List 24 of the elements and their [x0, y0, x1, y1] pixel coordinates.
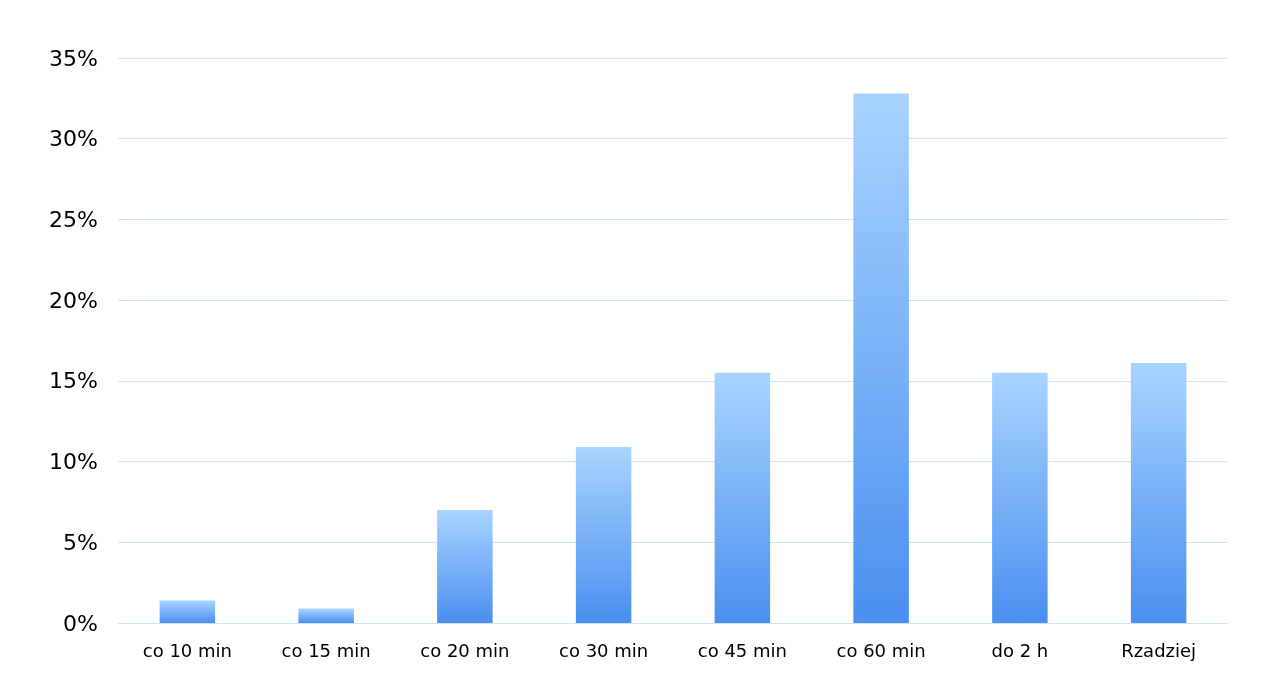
bar	[575, 447, 632, 623]
x-tick-label: do 2 h	[991, 639, 1049, 661]
x-tick-label: co 10 min	[142, 639, 232, 661]
x-tick-label: co 45 min	[697, 639, 787, 661]
bar	[437, 510, 493, 623]
x-tick-label: co 20 min	[420, 639, 510, 661]
y-tick-label: 10%	[49, 449, 98, 475]
x-tick-label: co 30 min	[559, 639, 649, 661]
bar	[992, 372, 1048, 623]
y-tick-label: 25%	[49, 206, 98, 232]
y-tick-label: 20%	[49, 287, 98, 313]
x-tick-label: Rzadziej	[1121, 639, 1197, 661]
x-tick-label: co 15 min	[281, 639, 371, 661]
x-tick-label: co 60 min	[836, 639, 926, 661]
bar	[853, 93, 909, 623]
y-tick-label: 0%	[63, 610, 98, 636]
y-tick-label: 15%	[49, 368, 98, 394]
bar	[714, 372, 771, 623]
y-tick-label: 30%	[49, 126, 98, 152]
y-tick-label: 35%	[49, 45, 98, 71]
bar	[298, 608, 354, 623]
y-tick-label: 5%	[63, 529, 98, 555]
bar	[159, 600, 216, 623]
bar	[1130, 363, 1187, 623]
